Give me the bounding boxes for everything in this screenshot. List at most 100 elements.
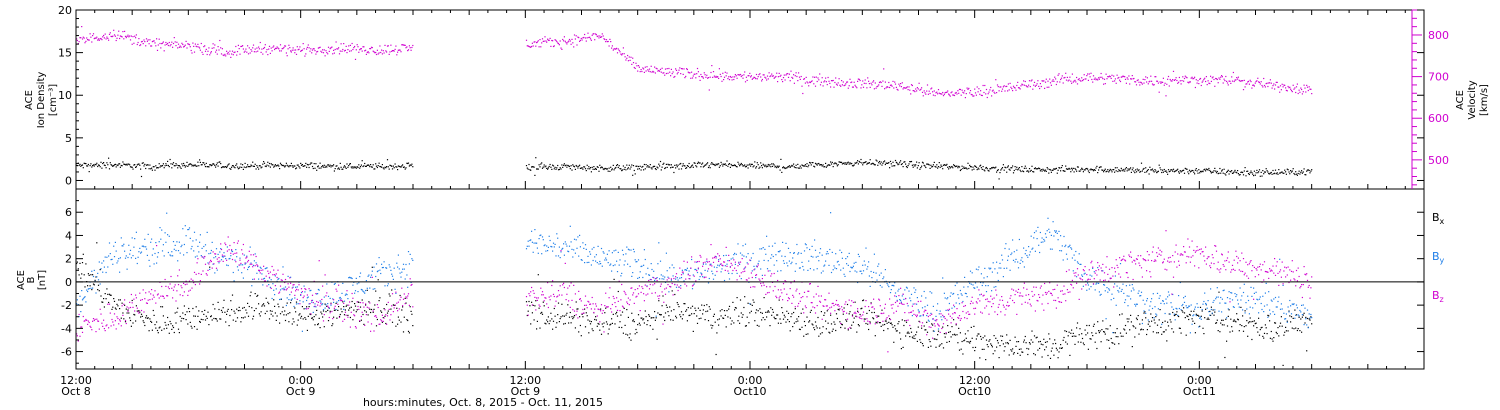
by-point: [728, 272, 730, 274]
velocity-point: [696, 73, 698, 75]
velocity-point: [878, 84, 880, 86]
by-point: [721, 268, 723, 270]
velocity-point: [340, 43, 342, 45]
density-point: [548, 165, 550, 168]
bx-point: [1233, 319, 1235, 321]
bx-point: [960, 348, 962, 350]
density-point: [1136, 168, 1138, 170]
bx-point: [782, 312, 784, 314]
by-point: [696, 261, 698, 263]
bx-point: [283, 314, 285, 316]
velocity-point: [795, 72, 797, 74]
bx-point: [204, 319, 207, 321]
density-point: [1228, 173, 1230, 175]
velocity-point: [1167, 75, 1170, 78]
by-point: [389, 266, 391, 268]
bx-point: [237, 310, 239, 312]
velocity-point: [755, 78, 757, 80]
density-point: [278, 165, 280, 167]
bx-point: [1048, 333, 1050, 335]
bx-point: [1029, 343, 1031, 345]
bx-point: [1169, 319, 1171, 321]
density-point: [1059, 167, 1061, 169]
bx-point: [1276, 333, 1278, 335]
velocity-point: [378, 52, 380, 54]
velocity-point: [197, 43, 199, 45]
velocity-point: [678, 69, 680, 71]
density-point: [621, 169, 624, 171]
by-point: [761, 274, 763, 276]
density-point: [843, 162, 845, 164]
velocity-point: [786, 73, 788, 75]
velocity-point: [229, 50, 231, 52]
velocity-point: [1239, 80, 1241, 82]
density-point: [562, 166, 564, 168]
velocity-point: [847, 87, 849, 89]
velocity-point: [898, 83, 900, 85]
density-point: [288, 166, 290, 168]
velocity-point: [777, 76, 779, 78]
density-point: [726, 160, 728, 162]
density-point: [236, 166, 239, 168]
velocity-point: [1136, 79, 1138, 82]
by-point: [583, 247, 585, 249]
density-point: [1118, 169, 1120, 171]
velocity-point: [247, 53, 250, 55]
velocity-point: [761, 78, 763, 81]
by-point: [557, 255, 560, 257]
velocity-point: [928, 90, 930, 92]
density-point: [285, 162, 287, 164]
velocity-point: [544, 36, 546, 38]
density-point: [109, 162, 111, 164]
velocity-point: [548, 39, 550, 41]
by-point: [541, 236, 544, 238]
by-point: [204, 244, 207, 246]
by-point: [869, 285, 871, 287]
velocity-point: [846, 81, 848, 83]
velocity-point: [674, 75, 676, 78]
bx-point: [667, 311, 669, 313]
by-point: [618, 264, 620, 266]
bx-point: [1119, 332, 1122, 334]
bx-point: [305, 318, 307, 320]
bx-point: [260, 311, 262, 313]
bx-point: [1174, 314, 1176, 316]
bx-point: [268, 303, 270, 305]
velocity-point: [323, 49, 325, 51]
velocity-point: [962, 91, 964, 93]
density-point: [1235, 171, 1237, 173]
velocity-point: [1098, 78, 1100, 80]
bx-point: [346, 304, 348, 306]
velocity-point: [1296, 83, 1298, 85]
density-point: [255, 168, 257, 170]
density-point: [538, 164, 540, 166]
velocity-point: [341, 50, 343, 52]
bx-point: [1008, 354, 1010, 356]
by-point: [547, 250, 549, 252]
density-point: [1309, 172, 1311, 174]
by-point: [196, 255, 198, 257]
by-point: [407, 251, 410, 253]
by-point: [799, 267, 801, 269]
bx-point: [1246, 320, 1248, 322]
by-point: [741, 254, 743, 256]
bx-point: [94, 279, 96, 281]
bx-point: [651, 317, 653, 319]
velocity-point: [916, 87, 918, 89]
velocity-point: [578, 37, 580, 39]
by-point: [343, 300, 346, 302]
by-point: [794, 270, 796, 272]
density-point: [766, 166, 768, 168]
bx-point: [548, 323, 550, 325]
bx-point: [184, 314, 186, 316]
density-point: [1114, 171, 1116, 173]
by-point: [627, 263, 629, 265]
by-point: [92, 275, 95, 278]
by-point: [600, 263, 602, 265]
by-point: [593, 246, 595, 249]
by-point: [780, 270, 782, 272]
velocity-point: [133, 42, 135, 44]
density-point: [1029, 170, 1031, 172]
bx-point: [975, 338, 977, 340]
velocity-point: [790, 70, 792, 72]
